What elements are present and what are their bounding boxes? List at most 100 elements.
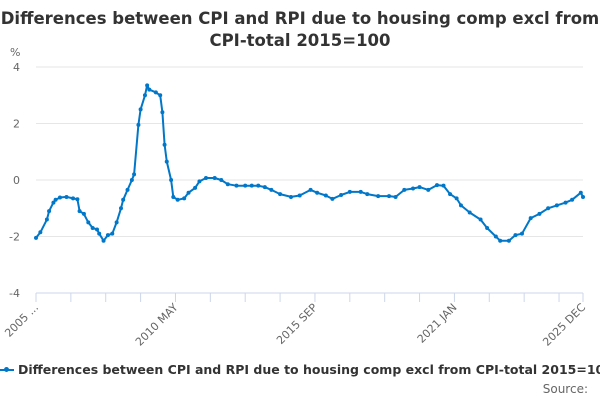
data-point [554,203,559,208]
data-point [197,179,202,184]
data-point [330,196,335,201]
data-point [417,185,422,190]
data-point [498,238,503,243]
data-point [71,196,76,201]
y-tick-label: 0 [13,174,20,187]
data-point [138,107,143,112]
data-point [147,87,152,92]
data-point [182,196,187,201]
data-point [243,183,248,188]
y-tick-label: 2 [13,118,20,131]
data-point [153,90,158,95]
data-point [136,122,141,127]
data-point [57,195,62,200]
data-point [38,230,43,235]
data-point [145,83,150,88]
data-point [97,231,102,236]
data-point [142,93,147,98]
data-point [90,226,95,231]
legend-label: Differences between CPI and RPI due to h… [18,362,600,377]
data-point [164,159,169,164]
data-point [262,185,267,190]
data-point [34,235,38,240]
data-point [256,183,261,188]
data-point [110,231,115,236]
data-point [101,238,106,243]
data-point [158,93,163,98]
data-point [411,186,416,191]
y-axis-unit-label: % [10,46,20,59]
data-point [121,197,126,202]
data-point [426,187,431,192]
data-point [478,217,483,222]
data-point [169,178,174,182]
source-label: Source: [542,382,588,396]
data-point [193,185,198,190]
data-point [47,209,52,214]
data-point [86,220,91,225]
legend-item[interactable]: Differences between CPI and RPI due to h… [0,362,600,377]
data-point [485,226,490,231]
data-point [467,210,472,215]
data-point [171,194,176,199]
data-point [288,194,293,199]
data-point [186,190,191,195]
data-point [51,200,56,205]
data-point [125,187,130,192]
y-tick-label: -4 [9,287,20,300]
data-point [519,231,524,236]
data-point [581,194,585,199]
data-point [234,183,239,188]
data-point [44,217,49,222]
data-point [308,187,313,192]
x-tick-label: 2005 ... [2,301,41,340]
data-point [162,142,167,147]
data-point [563,200,568,205]
data-point [528,216,533,221]
data-point [339,192,344,197]
x-tick-label: 2015 SEP [274,301,320,347]
data-point [81,211,86,216]
data-point [506,238,511,243]
data-point [225,182,230,187]
data-point [323,193,328,198]
series-line [35,84,584,242]
data-point [212,176,217,181]
data-point [129,178,134,182]
data-point [358,189,363,194]
data-point [203,176,208,181]
data-point [219,178,224,182]
data-point [77,209,82,214]
data-point [114,220,119,225]
data-point [64,194,69,199]
data-point [105,233,110,238]
data-point [365,192,370,197]
y-tick-label: 4 [13,61,20,74]
data-point [297,193,302,198]
data-point [570,197,575,202]
x-tick-label: 2010 MAY [133,301,181,349]
data-point [402,187,407,192]
data-point [546,206,551,211]
data-point [75,197,80,202]
data-point [347,189,352,194]
data-point [175,197,180,202]
data-point [95,227,100,232]
data-point [458,203,463,208]
data-point [441,183,446,188]
data-point [278,192,283,197]
data-point [493,234,498,239]
data-point [376,194,381,199]
legend-line-marker-icon [0,366,14,372]
x-tick-label: 2025 DEC [540,301,588,349]
data-point [578,190,583,195]
data-point [269,187,274,192]
data-point [448,192,453,197]
data-point [132,172,137,177]
data-point [454,196,459,201]
data-point [393,194,398,199]
data-point [249,183,254,188]
data-point [118,206,123,211]
data-point [315,190,320,195]
